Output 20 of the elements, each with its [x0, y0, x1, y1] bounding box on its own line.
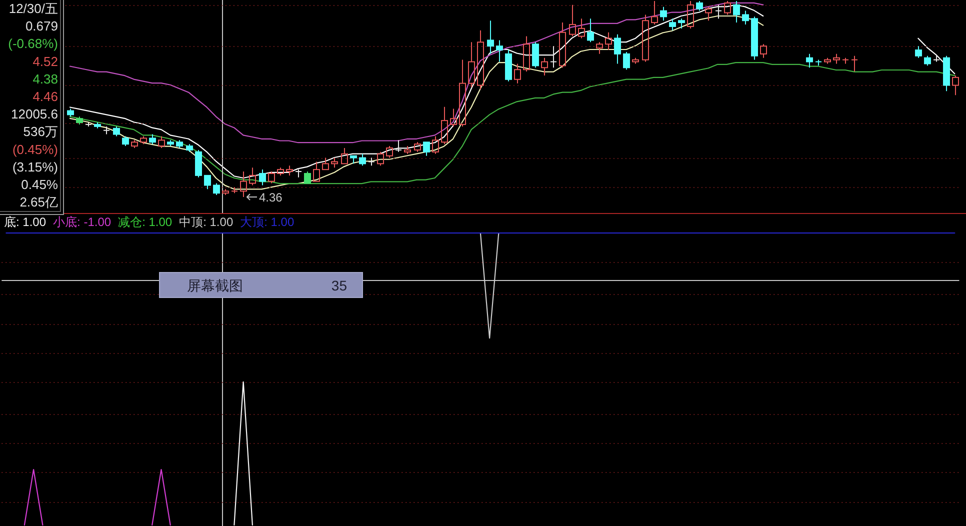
- annotation: 2.65亿: [20, 194, 58, 210]
- annotation: (0.45%): [12, 142, 58, 157]
- legend-label: 底: 1.00: [4, 215, 46, 229]
- annotation: 35: [331, 278, 347, 294]
- legend-label: 大顶: 1.00: [240, 215, 294, 229]
- legend-label: 减仓: 1.00: [118, 215, 172, 229]
- annotation: (-0.68%): [8, 36, 58, 52]
- annotation: 4.46: [32, 89, 58, 104]
- annotation: 12005.6: [11, 106, 58, 122]
- legend-label: 小底: -1.00: [53, 215, 112, 229]
- annotation: (3.15%): [12, 159, 58, 174]
- annotation: 4.52: [32, 54, 58, 69]
- annotation: 0.679: [25, 18, 58, 34]
- annotation: 12/30/五: [8, 1, 58, 16]
- annotation: 536万: [23, 124, 58, 140]
- annotation: 屏幕截图: [187, 278, 243, 294]
- annotation: 0.45%: [21, 177, 58, 192]
- legend-label: 中顶: 1.00: [179, 215, 234, 229]
- annotation: 4.36: [259, 190, 282, 204]
- annotation: 4.38: [32, 71, 58, 86]
